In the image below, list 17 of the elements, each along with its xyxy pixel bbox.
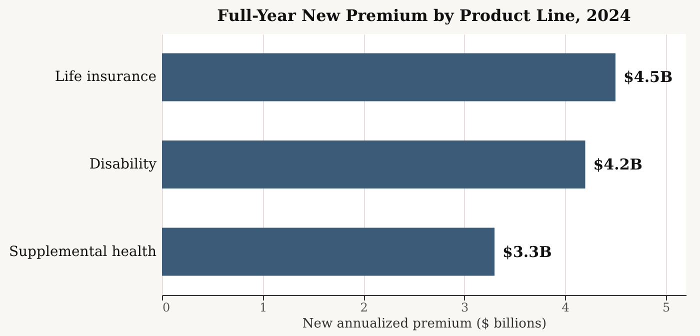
data-label: $3.3B xyxy=(502,242,552,261)
data-label: $4.2B xyxy=(593,156,642,174)
x-tick-label: 0 xyxy=(162,300,170,314)
bar xyxy=(162,228,495,276)
chart-title: Full-Year New Premium by Product Line, 2024 xyxy=(217,6,631,25)
x-axis-title: New annualized premium ($ billions) xyxy=(302,316,547,332)
x-tick-label: 1 xyxy=(259,300,268,314)
x-tick-label: 4 xyxy=(562,300,570,314)
y-tick-label: Supplemental health xyxy=(8,244,156,260)
y-tick-label: Disability xyxy=(89,156,157,172)
x-tick-label: 5 xyxy=(662,300,670,314)
bar xyxy=(162,53,616,102)
data-label: $4.5B xyxy=(623,68,673,86)
y-tick-label: Life insurance xyxy=(54,69,156,86)
x-tick-label: 3 xyxy=(460,300,469,314)
x-tick-label: 2 xyxy=(360,300,368,314)
bar xyxy=(162,140,586,189)
